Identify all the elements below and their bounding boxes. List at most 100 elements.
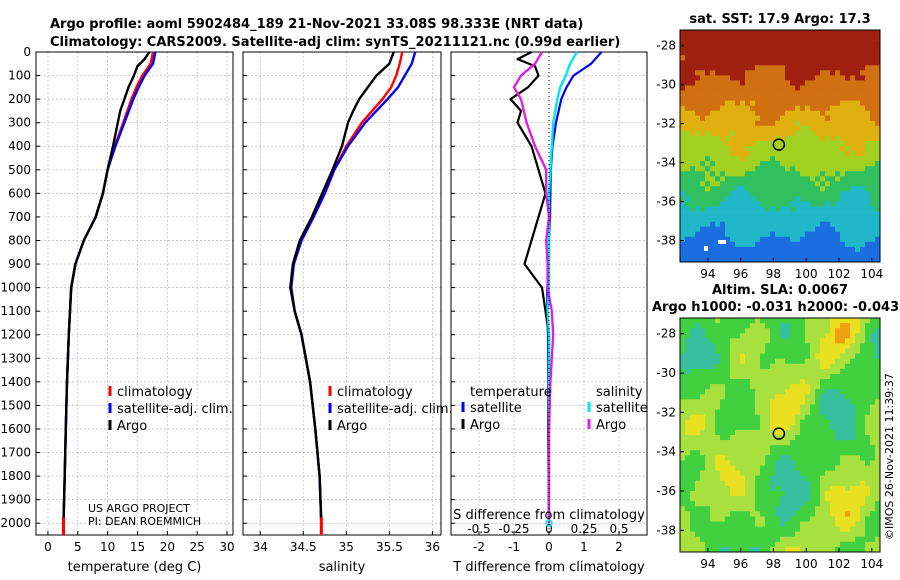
heatmap-cell (775, 445, 781, 451)
heatmap-cell (860, 216, 866, 222)
heatmap-cell (710, 399, 716, 405)
heatmap-cell (800, 491, 806, 497)
heatmap-cell (800, 251, 806, 258)
heatmap-cell (820, 141, 826, 147)
heatmap-cell (775, 65, 781, 71)
heatmap-cell (835, 363, 841, 370)
heatmap-cell (730, 353, 736, 360)
heatmap-cell (700, 110, 706, 117)
heatmap-cell (725, 216, 731, 222)
heatmap-cell (875, 226, 881, 233)
heatmap-cell (875, 455, 881, 461)
heatmap-cell (745, 241, 751, 248)
heatmap-cell (715, 181, 721, 187)
heatmap-cell (830, 231, 836, 238)
heatmap-cell (685, 521, 691, 527)
heatmap-cell (710, 211, 716, 217)
heatmap-cell (745, 501, 751, 507)
heatmap-cell (795, 399, 801, 405)
heatmap-cell (730, 146, 736, 152)
heatmap-cell (680, 429, 686, 436)
series-line (290, 51, 417, 535)
heatmap-cell (755, 460, 761, 466)
heatmap-cell (835, 445, 841, 451)
heatmap-cell (740, 496, 746, 502)
heatmap-cell (710, 181, 716, 187)
heatmap-cell (750, 389, 756, 395)
heatmap-cell (780, 40, 786, 46)
heatmap-cell (865, 30, 871, 36)
heatmap-cell (805, 95, 811, 101)
heatmap-cell (730, 156, 736, 162)
heatmap-cell (740, 45, 746, 51)
heatmap-cell (700, 257, 706, 263)
heatmap-cell (845, 95, 851, 101)
heatmap-cell (875, 90, 881, 96)
heatmap-cell (720, 226, 726, 233)
heatmap-cell (720, 115, 726, 122)
heatmap-cell (725, 181, 731, 187)
heatmap-cell (680, 100, 686, 106)
heatmap-cell (845, 521, 851, 527)
heatmap-cell (705, 50, 711, 56)
heatmap-cell (795, 379, 801, 385)
heatmap-cell (805, 323, 811, 329)
heatmap-cell (690, 348, 696, 354)
heatmap-cell (855, 206, 861, 212)
heatmap-cell (720, 501, 726, 507)
heatmap-cell (790, 85, 796, 91)
heatmap-cell (760, 135, 766, 142)
heatmap-cell (705, 470, 711, 477)
heatmap-cell (690, 384, 696, 390)
heatmap-cell (785, 531, 791, 538)
heatmap-cell (710, 186, 716, 192)
heatmap-cell (825, 110, 831, 117)
heatmap-cell (835, 120, 841, 127)
heatmap-cell (810, 80, 816, 86)
legend-label: Argo (596, 418, 626, 433)
heatmap-cell (780, 470, 786, 477)
heatmap-cell (830, 338, 836, 344)
heatmap-cell (685, 465, 691, 471)
heatmap-cell (695, 156, 701, 162)
heatmap-cell (775, 429, 781, 436)
heatmap-cell (790, 181, 796, 187)
heatmap-cell (685, 409, 691, 416)
heatmap-cell (845, 363, 851, 370)
heatmap-cell (805, 221, 811, 228)
heatmap-cell (820, 146, 826, 152)
heatmap-cell (845, 181, 851, 187)
heatmap-cell (730, 491, 736, 497)
heatmap-cell (770, 60, 776, 66)
heatmap-cell (735, 211, 741, 217)
heatmap-cell (780, 151, 786, 157)
heatmap-cell (725, 166, 731, 172)
heatmap-cell (800, 50, 806, 56)
heatmap-cell (845, 323, 851, 329)
heatmap-cell (845, 186, 851, 192)
heatmap-cell (845, 257, 851, 263)
heatmap-cell (805, 389, 811, 395)
heatmap-cell (805, 246, 811, 253)
heatmap-cell (870, 80, 876, 86)
heatmap-cell (850, 176, 856, 182)
heatmap-cell (825, 429, 831, 436)
heatmap-cell (725, 241, 731, 248)
argo-location-marker (772, 138, 786, 151)
heatmap-cell (740, 201, 746, 207)
heatmap-cell (695, 161, 701, 167)
heatmap-cell (730, 496, 736, 502)
heatmap-cell (730, 409, 736, 416)
heatmap-cell (820, 65, 826, 71)
heatmap-cell (765, 399, 771, 405)
heatmap-cell (875, 211, 881, 217)
heatmap-cell (700, 95, 706, 101)
heatmap-cell (795, 475, 801, 482)
heatmap-cell (700, 480, 706, 487)
heatmap-cell (850, 181, 856, 187)
heatmap-cell (745, 475, 751, 482)
heatmap-cell (855, 45, 861, 51)
heatmap-cell (680, 35, 686, 41)
heatmap-cell (760, 323, 766, 329)
heatmap-cell (840, 95, 846, 101)
